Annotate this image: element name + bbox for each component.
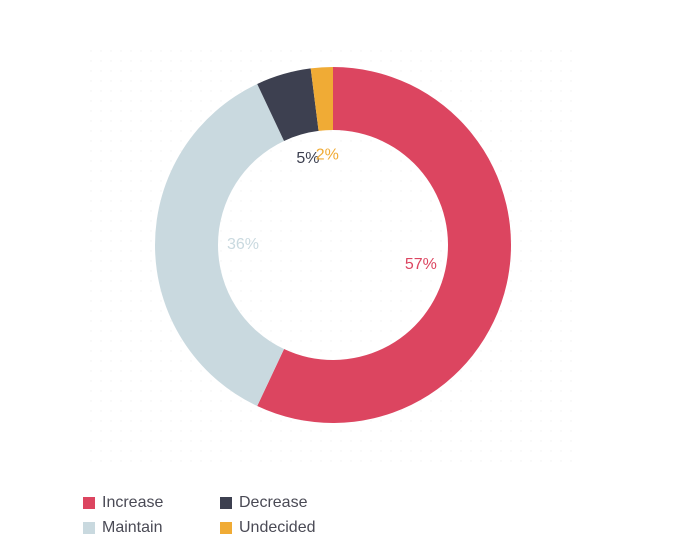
value-label: 57%: [405, 256, 437, 273]
legend-swatch: [220, 497, 232, 509]
legend: Increase Maintain Decrease Undecided: [83, 494, 316, 536]
legend-label: Maintain: [102, 519, 162, 536]
donut-slice: [257, 68, 319, 141]
legend-swatch: [83, 522, 95, 534]
legend-swatch: [220, 522, 232, 534]
donut-slice: [310, 67, 333, 131]
legend-label: Undecided: [239, 519, 316, 536]
donut: 57% 36% 5%2%: [155, 67, 512, 423]
legend-label: Decrease: [239, 494, 308, 511]
value-label: 5%: [296, 150, 319, 167]
value-label: 36%: [227, 236, 259, 253]
donut-slice: [155, 83, 285, 407]
legend-label: Increase: [102, 494, 163, 511]
value-label: 2%: [316, 146, 339, 163]
legend-swatch: [83, 497, 95, 509]
donut-slice: [257, 67, 512, 423]
